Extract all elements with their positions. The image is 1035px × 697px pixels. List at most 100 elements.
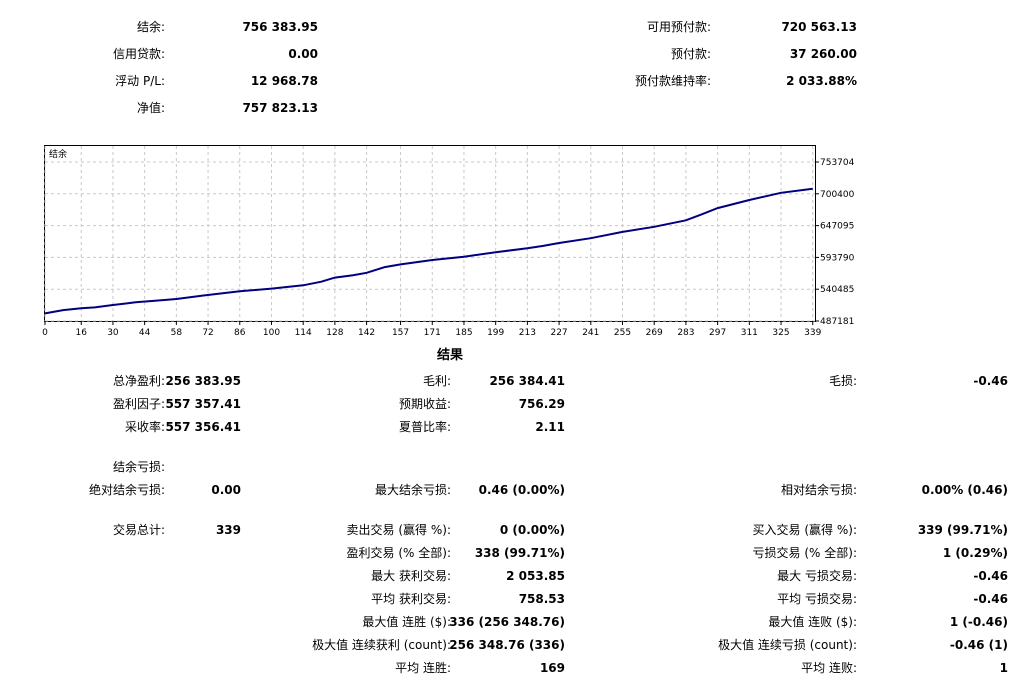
gross-profit-label: 毛利: xyxy=(422,374,451,388)
short-trades-label: 卖出交易 (赢得 %): xyxy=(346,523,451,537)
x-tick-label: 72 xyxy=(202,328,213,338)
long-trades-value: 339 (99.71%) xyxy=(917,523,1008,537)
profit-factor-label: 盈利因子: xyxy=(112,397,165,411)
total-trades-value: 339 xyxy=(215,523,241,537)
gross-loss-label: 毛损: xyxy=(828,374,857,388)
long-trades-label: 买入交易 (赢得 %): xyxy=(752,523,857,537)
x-tick-label: 142 xyxy=(358,328,375,338)
avg-profit-value: 758.53 xyxy=(518,592,565,606)
y-tick-label: 593790 xyxy=(820,253,855,263)
avg-loss-value: -0.46 xyxy=(973,592,1008,606)
x-tick-label: 269 xyxy=(646,328,663,338)
avg-consec-wins-value: 169 xyxy=(539,661,565,675)
margin-value: 37 260.00 xyxy=(789,47,857,61)
y-tick-label: 700400 xyxy=(820,190,855,200)
equity-value: 757 823.13 xyxy=(242,101,318,115)
max-consec-wins-label: 最大值 连胜 ($): xyxy=(362,615,451,629)
maximal-consec-loss-value: -0.46 (1) xyxy=(949,638,1008,652)
margin-level-value: 2 033.88% xyxy=(786,74,857,88)
balance-label: 结余: xyxy=(136,20,165,34)
equity-label: 净值: xyxy=(136,101,165,115)
avg-loss-label: 平均 亏损交易: xyxy=(777,592,857,606)
profit-factor-value: 557 357.41 xyxy=(165,397,241,411)
y-tick-label: 487181 xyxy=(820,317,854,327)
max-drawdown-label: 最大结余亏损: xyxy=(374,483,451,497)
expected-payoff-value: 756.29 xyxy=(518,397,565,411)
loss-trades-label: 亏损交易 (% 全部): xyxy=(752,546,857,560)
x-tick-label: 325 xyxy=(772,328,789,338)
x-tick-label: 283 xyxy=(677,328,694,338)
total-trades-label: 交易总计: xyxy=(112,523,165,537)
x-tick-label: 100 xyxy=(263,328,280,338)
credit-label: 信用贷款: xyxy=(112,47,165,61)
profit-trades-label: 盈利交易 (% 全部): xyxy=(346,546,451,560)
largest-profit-value: 2 053.85 xyxy=(506,569,565,583)
largest-loss-value: -0.46 xyxy=(973,569,1008,583)
x-tick-label: 58 xyxy=(171,328,183,338)
x-tick-label: 0 xyxy=(42,328,48,338)
total-net-profit-label: 总净盈利: xyxy=(112,374,165,388)
x-tick-label: 241 xyxy=(582,328,599,338)
x-tick-label: 227 xyxy=(550,328,567,338)
max-consec-wins-value: 336 (256 348.76) xyxy=(449,615,565,629)
y-tick-label: 647095 xyxy=(820,222,854,232)
maximal-consec-loss-label: 极大值 连续亏损 (count): xyxy=(718,638,857,652)
max-consec-losses-label: 最大值 连败 ($): xyxy=(768,615,857,629)
margin-level-label: 预付款维持率: xyxy=(634,74,711,88)
x-tick-label: 114 xyxy=(295,328,312,338)
x-tick-label: 255 xyxy=(614,328,631,338)
x-tick-label: 199 xyxy=(487,328,504,338)
x-tick-label: 171 xyxy=(424,328,441,338)
maximal-consec-profit-label: 极大值 连续获利 (count): xyxy=(312,638,451,652)
loss-trades-value: 1 (0.29%) xyxy=(942,546,1008,560)
total-net-profit-value: 256 383.95 xyxy=(165,374,241,388)
expected-payoff-label: 预期收益: xyxy=(398,397,451,411)
floating-pl-value: 12 968.78 xyxy=(250,74,318,88)
balance-chart xyxy=(44,145,816,322)
largest-loss-label: 最大 亏损交易: xyxy=(777,569,857,583)
abs-drawdown-label: 绝对结余亏损: xyxy=(88,483,165,497)
balance-value: 756 383.95 xyxy=(242,20,318,34)
profit-trades-value: 338 (99.71%) xyxy=(474,546,565,560)
max-consec-losses-value: 1 (-0.46) xyxy=(949,615,1008,629)
x-tick-label: 128 xyxy=(326,328,343,338)
x-tick-label: 213 xyxy=(519,328,536,338)
balance-chart-svg: 0 16 30 44 58 72 86 100 114 128 142 157 171 185 199 213… xyxy=(42,146,855,338)
x-tick-label: 16 xyxy=(76,328,88,338)
gross-profit-value: 256 384.41 xyxy=(489,374,565,388)
avg-profit-label: 平均 获利交易: xyxy=(371,592,451,606)
largest-profit-label: 最大 获利交易: xyxy=(371,569,451,583)
x-tick-label: 339 xyxy=(804,328,821,338)
x-tick-label: 44 xyxy=(139,328,151,338)
y-tick-label: 540485 xyxy=(820,285,854,295)
results-title: 结果 xyxy=(436,348,463,363)
gross-loss-value: -0.46 xyxy=(973,374,1008,388)
x-tick-label: 297 xyxy=(709,328,726,338)
rel-drawdown-value: 0.00% (0.46) xyxy=(921,483,1008,497)
margin-label: 预付款: xyxy=(670,47,711,61)
rel-drawdown-label: 相对结余亏损: xyxy=(780,483,857,497)
x-tick-label: 86 xyxy=(234,328,246,338)
free-margin-label: 可用预付款: xyxy=(646,20,711,34)
x-tick-label: 157 xyxy=(392,328,409,338)
x-tick-label: 30 xyxy=(107,328,119,338)
avg-consec-losses-label: 平均 连败: xyxy=(801,661,857,675)
x-tick-label: 311 xyxy=(741,328,758,338)
max-drawdown-value: 0.46 (0.00%) xyxy=(478,483,565,497)
recovery-factor-label: 采收率: xyxy=(124,420,165,434)
avg-consec-wins-label: 平均 连胜: xyxy=(395,661,451,675)
maximal-consec-profit-value: 256 348.76 (336) xyxy=(449,638,565,652)
recovery-factor-value: 557 356.41 xyxy=(165,420,241,434)
x-tick-label: 185 xyxy=(455,328,472,338)
sharpe-ratio-label: 夏普比率: xyxy=(398,420,451,434)
abs-drawdown-value: 0.00 xyxy=(211,483,241,497)
short-trades-value: 0 (0.00%) xyxy=(499,523,565,537)
y-tick-label: 753704 xyxy=(820,158,855,168)
free-margin-value: 720 563.13 xyxy=(781,20,857,34)
credit-value: 0.00 xyxy=(288,47,318,61)
floating-pl-label: 浮动 P/L: xyxy=(115,74,165,88)
avg-consec-losses-value: 1 xyxy=(999,661,1008,675)
chart-title: 结余 xyxy=(49,148,67,160)
balance-drawdown-label: 结余亏损: xyxy=(112,460,165,474)
balance-series-line xyxy=(44,187,813,315)
